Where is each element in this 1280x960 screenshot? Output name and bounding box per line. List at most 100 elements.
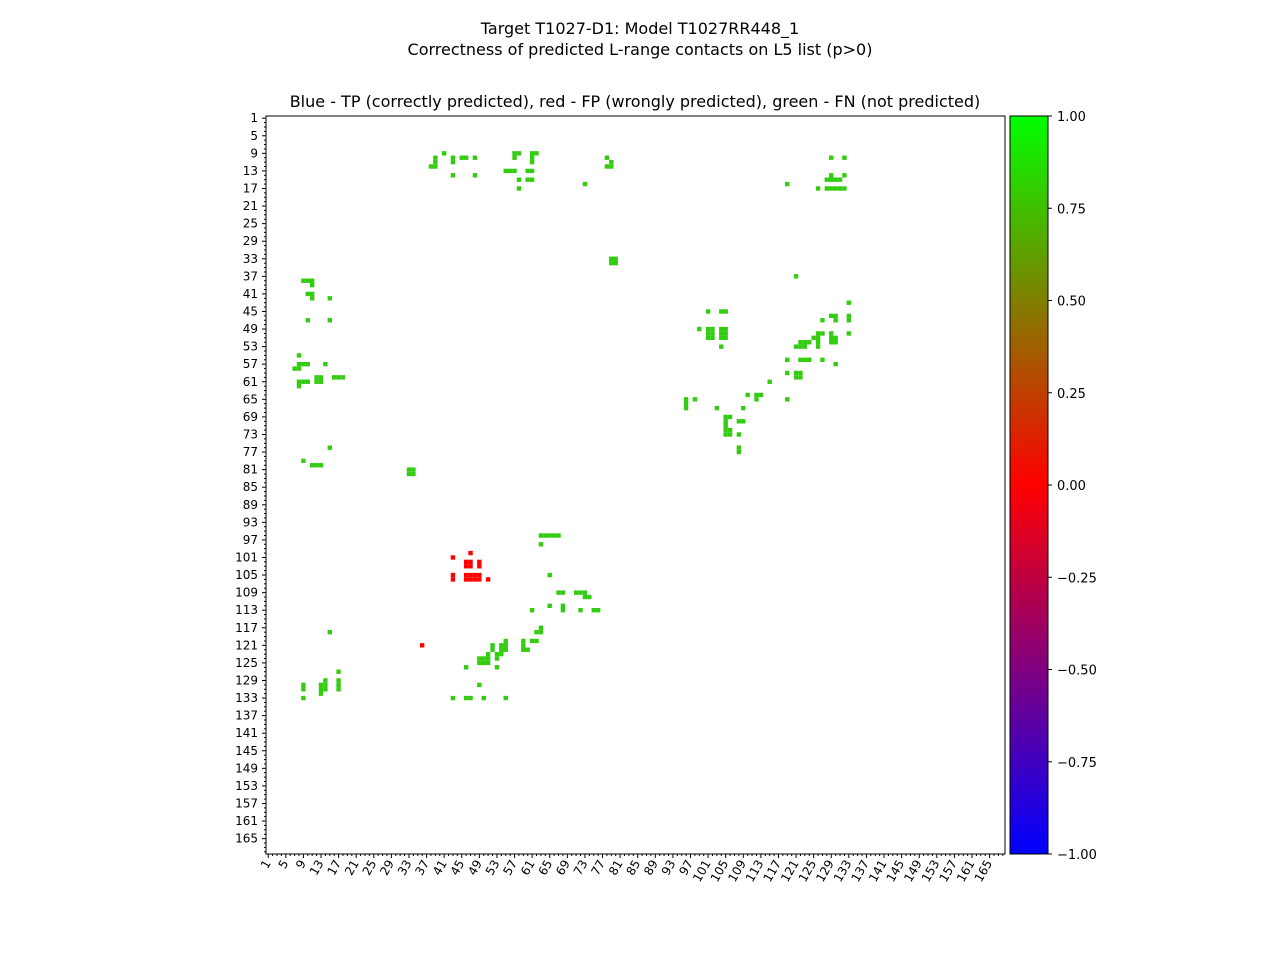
fn-contact-cell — [723, 419, 728, 424]
x-tick-label: 93 — [659, 858, 679, 878]
fn-contact-cell — [481, 695, 486, 701]
fn-contact-cell — [741, 419, 746, 424]
fn-contact-cell — [336, 669, 341, 674]
y-tick-label: 69 — [243, 410, 258, 424]
fn-contact-cell — [538, 629, 544, 635]
y-tick-label: 149 — [235, 761, 258, 775]
fn-contact-cell — [411, 471, 416, 477]
fn-contact-cell — [793, 370, 799, 376]
fn-contact-cell — [815, 344, 821, 349]
x-tick-label: 53 — [483, 858, 503, 878]
fn-contact-cell — [723, 432, 728, 437]
fn-contact-cell — [463, 695, 469, 701]
fn-contact-cell — [833, 318, 838, 323]
fn-contact-cell — [833, 340, 838, 345]
fn-contact-cell — [719, 331, 724, 336]
fn-contact-cell — [433, 159, 438, 165]
fn-contact-cell — [318, 691, 324, 696]
x-tick-label: 21 — [342, 858, 362, 878]
x-tick-label: 161 — [954, 858, 978, 885]
y-tick-label: 85 — [243, 480, 258, 494]
fn-contact-cell — [683, 401, 689, 406]
y-tick-label: 73 — [243, 427, 258, 441]
fn-contact-cell — [314, 379, 319, 384]
fn-contact-cell — [463, 155, 469, 160]
fn-contact-cell — [798, 344, 803, 349]
fn-contact-cell — [485, 651, 491, 657]
fn-contact-cell — [798, 375, 803, 380]
fn-contact-cell — [543, 533, 548, 538]
y-tick-label: 33 — [243, 252, 258, 266]
fn-contact-cell — [829, 313, 834, 319]
fn-contact-cell — [309, 296, 315, 301]
chart-subtitle: Correctness of predicted L-range contact… — [408, 40, 873, 59]
fn-contact-cell — [723, 335, 728, 341]
fn-contact-cell — [485, 660, 491, 666]
fn-contact-cell — [547, 533, 552, 538]
fn-contact-cell — [314, 375, 319, 380]
x-tick-label: 117 — [760, 858, 784, 885]
fn-contact-cell — [499, 643, 504, 648]
fn-contact-cell — [450, 159, 456, 165]
fn-contact-cell — [305, 379, 310, 384]
colorbar-tick-label: 0.25 — [1057, 387, 1086, 402]
fn-contact-cell — [485, 656, 491, 661]
fp-contact-cell — [463, 564, 469, 569]
fn-contact-cell — [477, 656, 482, 661]
y-tick-label: 157 — [235, 796, 258, 810]
fn-contact-cell — [785, 397, 790, 402]
fn-contact-cell — [296, 383, 302, 389]
y-tick-label: 49 — [243, 322, 258, 336]
chart-title: Target T1027-D1: Model T1027RR448_1 — [480, 19, 799, 39]
fn-contact-cell — [697, 326, 702, 332]
fn-contact-cell — [829, 155, 834, 160]
fn-contact-cell — [820, 318, 825, 323]
x-tick-label: 121 — [778, 858, 802, 885]
fn-contact-cell — [525, 647, 530, 652]
fn-contact-cell — [842, 186, 847, 191]
y-tick-label: 145 — [235, 744, 258, 758]
fn-contact-cell — [595, 608, 601, 613]
y-tick-label: 165 — [235, 832, 258, 846]
x-axis: 1 5 91317212529333741454953576165697377818… — [258, 854, 1004, 885]
fp-contact-cell — [468, 559, 473, 565]
fn-contact-cell — [309, 463, 315, 468]
fn-contact-cell — [710, 331, 715, 336]
fn-contact-cell — [727, 427, 733, 433]
x-tick-label: 1 — [258, 858, 274, 872]
colorbar-tick-label: −1.00 — [1057, 848, 1097, 863]
fn-contact-cell — [309, 291, 315, 297]
y-tick-label: 61 — [243, 375, 258, 389]
fn-contact-cell — [551, 533, 557, 538]
contact-cells — [292, 151, 852, 701]
fn-contact-cell — [833, 362, 838, 367]
fn-contact-cell — [450, 173, 456, 178]
fn-contact-cell — [714, 405, 720, 411]
fn-contact-cell — [829, 335, 834, 341]
fn-contact-cell — [578, 608, 583, 613]
x-tick-label: 57 — [500, 858, 520, 878]
y-tick-label: 21 — [243, 199, 258, 213]
fn-contact-cell — [829, 173, 834, 178]
fn-contact-cell — [305, 318, 310, 323]
fn-contact-cell — [463, 665, 469, 670]
fn-contact-cell — [807, 357, 812, 362]
fn-contact-cell — [318, 687, 324, 692]
fn-contact-cell — [516, 151, 522, 156]
fp-contact-cell — [463, 577, 469, 582]
fn-contact-cell — [556, 533, 561, 538]
fn-contact-cell — [534, 151, 539, 156]
fn-contact-cell — [723, 331, 728, 336]
fn-contact-cell — [798, 357, 803, 362]
fn-contact-cell — [705, 326, 711, 332]
fn-contact-cell — [560, 590, 566, 595]
x-tick-label: 13 — [307, 858, 327, 878]
fn-contact-cell — [767, 379, 772, 384]
fn-contact-cell — [534, 629, 539, 635]
fn-contact-cell — [472, 155, 478, 160]
fn-contact-cell — [327, 318, 332, 323]
fn-contact-cell — [301, 682, 306, 688]
fn-contact-cell — [529, 638, 535, 644]
y-tick-label: 97 — [243, 533, 258, 547]
y-tick-label: 57 — [243, 357, 258, 371]
